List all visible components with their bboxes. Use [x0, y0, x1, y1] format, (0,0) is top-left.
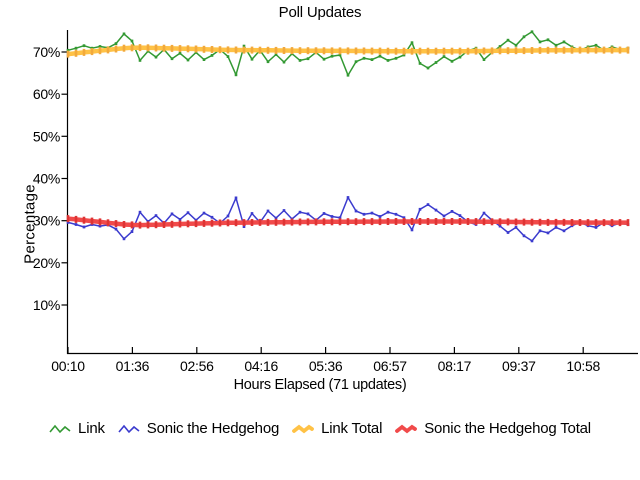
legend-item-link-total: Link Total: [292, 420, 382, 437]
x-tick-label: 01:36: [116, 358, 150, 374]
y-tick-label: 70%: [33, 44, 60, 60]
chart-legend: Link Sonic the Hedgehog Link Total Sonic…: [0, 420, 640, 437]
legend-item-link: Link: [49, 420, 105, 437]
legend-label-link-total: Link Total: [321, 420, 383, 437]
legend-label-link: Link: [78, 420, 105, 437]
y-tick-label: 60%: [33, 86, 60, 102]
link-series-icon: [49, 424, 71, 433]
series-markers-link-total: [66, 44, 630, 58]
chart-title: Poll Updates: [278, 4, 362, 21]
legend-label-sonic-the-hedgehog-total: Sonic the Hedgehog Total: [424, 420, 591, 437]
x-tick-label: 05:36: [309, 358, 343, 374]
y-axis-label: Percentage: [21, 184, 39, 264]
x-tick-label: 04:16: [244, 358, 278, 374]
x-tick-label: 08:17: [438, 358, 472, 374]
y-tick-label: 20%: [33, 255, 60, 271]
x-tick-label: 06:57: [373, 358, 407, 374]
legend-label-sonic-the-hedgehog: Sonic the Hedgehog: [146, 420, 280, 437]
x-axis-label: Hours Elapsed (71 updates): [233, 377, 407, 393]
series-markers-sonic-the-hedgehog-total: [66, 215, 630, 229]
x-tick-label: 00:10: [51, 358, 85, 374]
legend-item-sonic-the-hedgehog: Sonic the Hedgehog: [118, 420, 279, 437]
y-tick-label: 50%: [33, 128, 60, 144]
sonic-series-icon: [118, 424, 140, 433]
y-tick-label: 30%: [33, 213, 60, 229]
legend-item-sonic-the-hedgehog-total: Sonic the Hedgehog Total: [395, 420, 591, 437]
sonic-total-series-icon: [395, 424, 418, 433]
y-tick-label: 40%: [33, 171, 60, 187]
x-tick-label: 02:56: [180, 358, 214, 374]
x-tick-label: 10:58: [566, 358, 600, 374]
y-tick-label: 10%: [33, 297, 60, 313]
x-tick-label: 09:37: [502, 358, 536, 374]
link-total-series-icon: [292, 424, 315, 433]
